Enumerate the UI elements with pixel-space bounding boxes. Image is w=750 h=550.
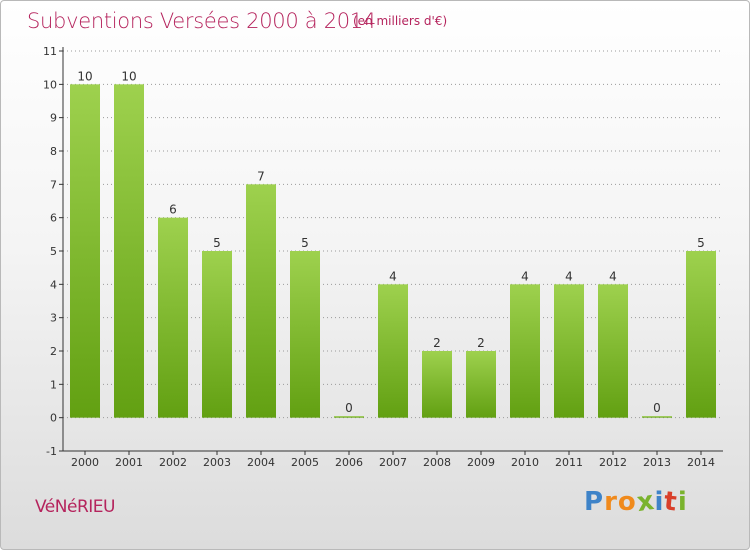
data-label-2014: 5 — [697, 236, 705, 250]
y-tick-label: 0 — [50, 412, 57, 425]
x-tick-label-2012: 2012 — [599, 456, 627, 469]
y-tick-label: 2 — [50, 345, 57, 358]
logo-letter: x — [634, 485, 657, 519]
x-tick-label-2008: 2008 — [423, 456, 451, 469]
data-label-2006: 0 — [345, 401, 353, 415]
bar-2008 — [422, 351, 452, 418]
x-tick-label-2005: 2005 — [291, 456, 319, 469]
y-tick-label: 11 — [43, 45, 57, 58]
x-tick-label-2003: 2003 — [203, 456, 231, 469]
logo-letter: r — [604, 487, 618, 517]
bar-2003 — [202, 251, 232, 418]
logo-letter: P — [584, 487, 605, 517]
data-label-2002: 6 — [169, 203, 177, 217]
bar-2006 — [334, 416, 364, 418]
bar-2001 — [114, 84, 144, 418]
chart-title: Subventions Versées 2000 à 2014 — [27, 9, 376, 33]
logo-letter: o — [617, 487, 637, 517]
x-tick-label-2013: 2013 — [643, 456, 671, 469]
data-label-2001: 10 — [121, 69, 136, 83]
bar-2010 — [510, 284, 540, 418]
bar-2004 — [246, 184, 276, 418]
y-tick-label: 10 — [43, 78, 57, 91]
x-tick-label-2004: 2004 — [247, 456, 275, 469]
y-tick-label: 3 — [50, 312, 57, 325]
data-label-2008: 2 — [433, 336, 441, 350]
bar-2013 — [642, 416, 672, 418]
data-label-2012: 4 — [609, 269, 617, 283]
logo-letter: i — [654, 487, 665, 517]
data-label-2003: 5 — [213, 236, 221, 250]
data-label-2007: 4 — [389, 269, 397, 283]
x-tick-label-2002: 2002 — [159, 456, 187, 469]
x-tick-label-2000: 2000 — [71, 456, 99, 469]
x-tick-label-2010: 2010 — [511, 456, 539, 469]
x-tick-label-2009: 2009 — [467, 456, 495, 469]
bar-2002 — [158, 217, 188, 418]
bar-2000 — [70, 84, 100, 418]
data-label-2000: 10 — [77, 69, 92, 83]
chart-subtitle: (en milliers d'€) — [353, 14, 448, 28]
bar-2007 — [378, 284, 408, 418]
data-label-2004: 7 — [257, 169, 265, 183]
data-label-2011: 4 — [565, 269, 573, 283]
y-tick-label: 7 — [50, 178, 57, 191]
commune-name: VéNéRIEU — [35, 497, 115, 517]
data-label-2013: 0 — [653, 401, 661, 415]
y-tick-label: 1 — [50, 378, 57, 391]
y-tick-label: 4 — [50, 278, 57, 291]
x-tick-label-2007: 2007 — [379, 456, 407, 469]
y-tick-label: 8 — [50, 145, 57, 158]
bar-2011 — [554, 284, 584, 418]
x-tick-label-2006: 2006 — [335, 456, 363, 469]
x-tick-label-2011: 2011 — [555, 456, 583, 469]
x-tick-label-2014: 2014 — [687, 456, 715, 469]
y-tick-label: 5 — [50, 245, 57, 258]
bar-2009 — [466, 351, 496, 418]
y-tick-label: 6 — [50, 212, 57, 225]
logo-letter: i — [677, 487, 688, 517]
data-label-2009: 2 — [477, 336, 485, 350]
bar-2012 — [598, 284, 628, 418]
y-tick-label: -1 — [46, 445, 57, 458]
y-tick-label: 9 — [50, 112, 57, 125]
data-label-2005: 5 — [301, 236, 309, 250]
x-tick-label-2001: 2001 — [115, 456, 143, 469]
data-label-2010: 4 — [521, 269, 529, 283]
bar-2005 — [290, 251, 320, 418]
bar-2014 — [686, 251, 716, 418]
